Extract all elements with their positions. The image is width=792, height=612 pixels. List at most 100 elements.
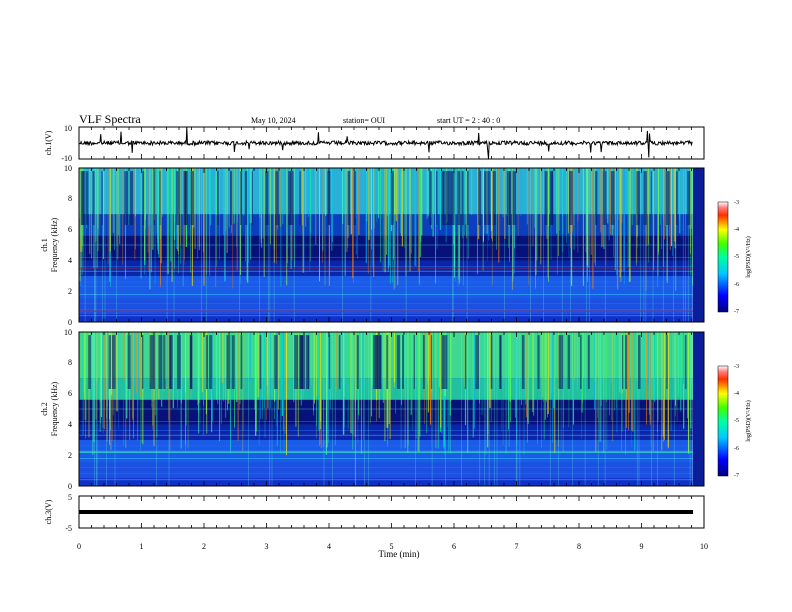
spectrogram-gap — [549, 171, 553, 225]
spectrogram-gap — [159, 171, 161, 225]
x-tick-label-10: 10 — [700, 542, 708, 551]
spectrogram-gap — [643, 171, 647, 225]
ch1-spectrogram-panel: 0 2 4 6 8 10 ch.1 Frequency (kHz) -3 -4 … — [40, 164, 752, 327]
spectrogram-band — [79, 314, 693, 322]
ch2-ytick-6: 6 — [68, 389, 72, 398]
x-tick-label-9: 9 — [640, 542, 644, 551]
spectrogram-gap — [142, 335, 144, 389]
x-axis-label: Time (min) — [379, 549, 420, 559]
ch1-spectrogram-ticks — [78, 168, 705, 322]
spectrogram-gap — [461, 171, 464, 225]
spectrogram-gap — [441, 171, 445, 225]
spectrogram-gap — [353, 171, 356, 225]
ch1-spectrogram — [79, 168, 693, 322]
x-tick-label-5: 5 — [390, 542, 394, 551]
spectrogram-gap — [431, 335, 433, 389]
spectrogram-gap — [177, 335, 181, 389]
spectrogram-gap — [443, 335, 448, 389]
spectrogram-gap — [602, 171, 607, 225]
station-label: station= OUI — [343, 116, 385, 125]
cb1-tick-4: -4 — [734, 227, 739, 233]
spectrogram-gap — [101, 171, 103, 225]
spectrogram-gap — [666, 335, 668, 389]
spectrogram-gap — [441, 335, 444, 389]
ch2-spectrogram-ticks — [78, 332, 705, 486]
spectrogram-gap — [92, 171, 95, 225]
spectrogram-gap — [422, 335, 425, 389]
spectrogram-gap — [637, 335, 641, 389]
ch1-voltage-panel: 10 -10 ch.1(V) — [44, 124, 705, 163]
spectrogram-gap — [487, 171, 491, 225]
spectrogram-gap — [506, 171, 511, 225]
spectrogram-gap — [386, 335, 389, 389]
spectrogram-gap — [457, 171, 461, 225]
spectrogram-gap — [467, 171, 469, 225]
spectrogram-gap — [274, 335, 278, 389]
ch3-ytick-bottom: -5 — [65, 524, 72, 533]
spectrogram-gap — [429, 171, 432, 225]
spectrogram-gap — [176, 171, 180, 225]
spectrogram-gap — [625, 335, 628, 389]
ch3-voltage-ticks — [78, 496, 705, 528]
ch2-ylabel-freq: Frequency (kHz) — [50, 381, 59, 436]
spectrogram-band — [79, 275, 693, 299]
ch1-colorbar — [717, 201, 729, 313]
spectrogram-gap — [667, 171, 670, 225]
spectrogram-gap — [142, 171, 145, 225]
ch1-voltage-trace — [78, 127, 693, 159]
ch2-ytick-0: 0 — [68, 482, 72, 491]
spectrogram-gap — [499, 335, 502, 389]
spectrogram-gap — [124, 171, 129, 225]
spectrogram-gap — [190, 171, 194, 225]
spectrogram-band — [79, 399, 693, 425]
spectrogram-gap — [396, 335, 401, 389]
x-tick-label-7: 7 — [515, 542, 519, 551]
spectrogram-gap — [490, 335, 493, 389]
spectrogram-gap — [288, 171, 292, 225]
spectrogram-gap — [567, 335, 571, 389]
ch3-voltage-panel: 5 -5 ch.3(V) — [44, 493, 705, 533]
ch2-ytick-10: 10 — [64, 328, 72, 337]
cb1-tick-5: -5 — [734, 254, 739, 260]
spectrogram-gap — [259, 335, 262, 389]
cb1-tick-3: -3 — [734, 200, 739, 206]
cb1-label: log(PSD)(V²/Hz) — [745, 236, 752, 277]
spectrogram-gap — [492, 171, 496, 225]
spectrogram-gap — [684, 335, 687, 389]
spectrogram-gap — [217, 171, 219, 225]
spectrogram-gap — [240, 171, 242, 225]
spectrogram-gap — [377, 335, 379, 389]
spectrogram-band — [79, 478, 693, 486]
spectrogram-gap — [294, 335, 299, 389]
spectrogram-gap — [445, 171, 449, 225]
spectrogram-blank — [692, 168, 693, 322]
spectrogram-gap — [636, 171, 640, 225]
ch1-ytick-10: 10 — [64, 164, 72, 173]
spectrogram-gap — [377, 335, 382, 389]
cb2-label: log(PSD)(V²/Hz) — [745, 400, 752, 441]
spectrogram-band — [79, 462, 693, 479]
x-tick-label-2: 2 — [202, 542, 206, 551]
ch3-ytick-top: 5 — [68, 493, 72, 502]
start-time-label: start UT = 2 : 40 : 0 — [437, 116, 500, 125]
ch2-ytick-2: 2 — [68, 451, 72, 460]
spectrogram-gap — [687, 171, 691, 225]
spectrogram-gap — [478, 171, 481, 225]
spectrogram-gap — [512, 171, 516, 225]
x-tick-label-1: 1 — [140, 542, 144, 551]
spectrogram-gap — [183, 171, 187, 225]
ch1-ytick-2: 2 — [68, 287, 72, 296]
spectrogram-gap — [328, 335, 331, 389]
date-label: May 10, 2024 — [251, 116, 296, 125]
ch1-ylabel-top: ch.1 — [40, 238, 49, 252]
spectrogram-gap — [484, 171, 487, 225]
spectrogram-gap — [299, 171, 301, 225]
spectrogram-gap — [170, 335, 172, 389]
spectrogram-gap — [240, 335, 243, 389]
ch2-ytick-8: 8 — [68, 358, 72, 367]
spectrogram-gap — [265, 171, 269, 225]
spectrogram-gap — [448, 171, 453, 225]
cb2-tick-5: -5 — [734, 418, 739, 424]
spectrogram-gap — [390, 171, 394, 225]
ch2-spectrogram — [79, 332, 693, 486]
